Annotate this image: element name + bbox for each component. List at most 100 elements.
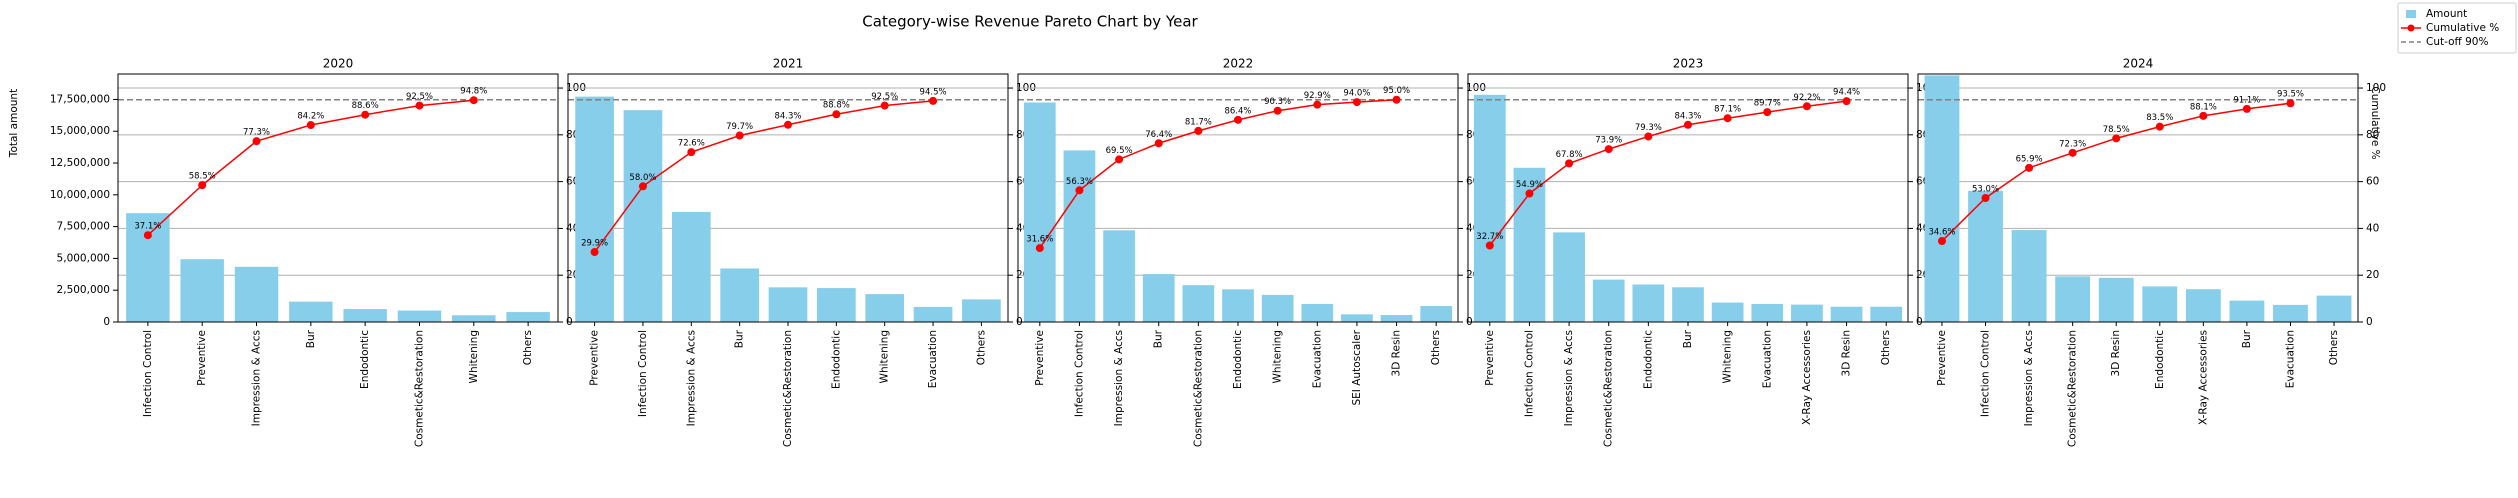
bar <box>506 312 550 322</box>
cumulative-point <box>1525 189 1534 198</box>
value-label: 84.2% <box>297 112 324 122</box>
value-label: 88.8% <box>823 101 850 111</box>
value-label: 92.5% <box>406 92 433 102</box>
x-tick-label: Bur <box>734 329 746 348</box>
x-tick-label: Endodontic <box>1642 330 1654 389</box>
value-label: 31.6% <box>1026 235 1053 245</box>
value-label: 90.3% <box>1264 97 1291 107</box>
bar <box>1592 279 1625 322</box>
subplot-title: 2024 <box>2123 57 2154 71</box>
bar <box>1341 314 1373 322</box>
cumulative-point <box>1313 100 1322 109</box>
value-label: 87.1% <box>1714 105 1741 115</box>
value-label: 92.2% <box>1793 93 1820 103</box>
bar <box>2273 304 2308 322</box>
cumulative-point <box>1644 132 1653 141</box>
cumulative-point <box>638 182 647 191</box>
y-tick-label: 12,500,000 <box>50 157 110 169</box>
bar <box>1751 303 1784 322</box>
y2-tick-label: 60 <box>2366 176 2379 188</box>
axes-frame <box>1017 73 1459 323</box>
value-label: 95.0% <box>1383 86 1410 96</box>
cumulative-point <box>252 137 261 146</box>
value-label: 88.6% <box>352 101 379 111</box>
cumulative-point <box>735 131 744 140</box>
figure-title: Category-wise Revenue Pareto Chart by Ye… <box>862 13 1198 31</box>
value-label: 79.7% <box>726 122 753 132</box>
x-tick-label: Impression & Accs <box>1563 330 1575 426</box>
cumulative-point <box>1937 237 1946 246</box>
x-tick-label: Cosmetic&Restoration <box>782 330 794 447</box>
cumulative-line <box>1489 100 1847 246</box>
bar <box>2055 276 2091 322</box>
cumulative-point <box>469 96 478 105</box>
x-tick-label: Others <box>975 330 987 365</box>
x-tick-label: Preventive <box>1484 330 1496 386</box>
x-tick-label: Endodontic <box>359 330 371 389</box>
legend-box <box>2397 2 2517 54</box>
axes-frame <box>567 73 1009 323</box>
legend-label: Amount <box>2426 8 2467 20</box>
value-label: 29.9% <box>581 239 608 249</box>
x-tick-label: Preventive <box>589 330 601 386</box>
value-label: 73.9% <box>1595 136 1622 146</box>
cumulative-point <box>1075 186 1084 195</box>
cumulative-point <box>2199 111 2208 120</box>
bar <box>671 211 711 322</box>
cumulative-point <box>1194 126 1203 135</box>
x-tick-label: Bur <box>2241 329 2253 348</box>
x-tick-label: Others <box>2328 330 2340 365</box>
x-tick-label: Others <box>522 330 534 365</box>
x-tick-label: Infection Control <box>1523 330 1535 417</box>
y2-tick-label: 80 <box>2366 129 2379 141</box>
cumulative-point <box>1352 98 1361 107</box>
bar <box>2185 289 2221 322</box>
x-tick-label: Evacuation <box>1311 330 1323 388</box>
value-label: 92.5% <box>871 92 898 102</box>
bar <box>1142 274 1175 322</box>
x-tick-label: Evacuation <box>927 330 939 388</box>
value-label: 88.1% <box>2190 102 2217 112</box>
value-label: 34.6% <box>1928 228 1955 238</box>
bar <box>768 287 808 322</box>
x-tick-label: Evacuation <box>2284 330 2296 388</box>
cumulative-point <box>2025 163 2034 172</box>
cumulative-point <box>832 110 841 119</box>
bar <box>397 310 442 322</box>
x-tick-label: Whitening <box>468 330 480 383</box>
cumulative-point <box>198 181 207 190</box>
bar <box>1791 304 1823 322</box>
value-label: 84.3% <box>774 111 801 121</box>
value-label: 72.3% <box>2059 139 2086 149</box>
x-tick-label: Impression & Accs <box>1113 330 1125 426</box>
cumulative-point <box>590 248 599 257</box>
x-tick-label: Impression & Accs <box>2023 330 2035 426</box>
bar <box>1632 284 1665 322</box>
x-tick-label: 3D Resin <box>1841 330 1853 376</box>
cumulative-point <box>880 101 889 110</box>
bar <box>2229 300 2265 322</box>
value-label: 94.5% <box>920 87 947 97</box>
x-tick-label: 3D Resin <box>2110 330 2122 376</box>
y-tick-label: 17,500,000 <box>50 93 110 105</box>
y-tick-label: 0 <box>103 316 110 328</box>
axes-frame <box>117 73 559 323</box>
cumulative-point <box>929 96 938 105</box>
bar <box>1553 232 1585 322</box>
legend: Amount Cumulative % Cut-off 90% <box>2397 2 2517 54</box>
x-tick-label: Impression & Accs <box>685 330 697 426</box>
y-tick-label: 7,500,000 <box>57 221 110 233</box>
cumulative-line <box>593 100 934 253</box>
x-tick-label: Bur <box>305 329 317 348</box>
cumulative-point <box>306 121 315 130</box>
value-label: 83.5% <box>2146 113 2173 123</box>
value-label: 58.5% <box>189 172 216 182</box>
x-tick-label: Whitening <box>1722 330 1734 383</box>
bar <box>1672 287 1704 322</box>
x-tick-label: Infection Control <box>1073 330 1085 417</box>
y2-tick-label: 100 <box>2366 82 2386 94</box>
cumulative-point <box>1981 194 1990 202</box>
bar <box>1023 102 1056 322</box>
bar <box>623 110 663 322</box>
bar <box>289 301 333 322</box>
